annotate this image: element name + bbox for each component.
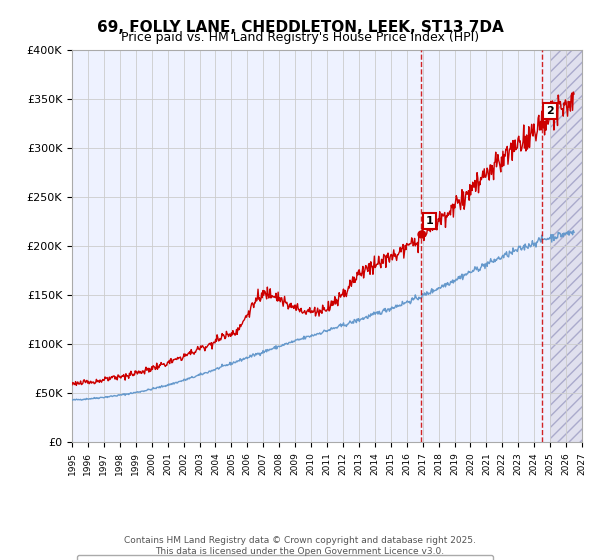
Bar xyxy=(550,50,582,442)
Text: Price paid vs. HM Land Registry's House Price Index (HPI): Price paid vs. HM Land Registry's House … xyxy=(121,31,479,44)
Text: 69, FOLLY LANE, CHEDDLETON, LEEK, ST13 7DA: 69, FOLLY LANE, CHEDDLETON, LEEK, ST13 7… xyxy=(97,20,503,35)
Bar xyxy=(550,50,582,442)
Text: Contains HM Land Registry data © Crown copyright and database right 2025.
This d: Contains HM Land Registry data © Crown c… xyxy=(124,536,476,556)
Text: 2: 2 xyxy=(546,106,554,116)
Legend: 69, FOLLY LANE, CHEDDLETON, LEEK, ST13 7DA (semi-detached house), HPI: Average p: 69, FOLLY LANE, CHEDDLETON, LEEK, ST13 7… xyxy=(77,556,493,560)
Text: 1: 1 xyxy=(425,216,433,226)
